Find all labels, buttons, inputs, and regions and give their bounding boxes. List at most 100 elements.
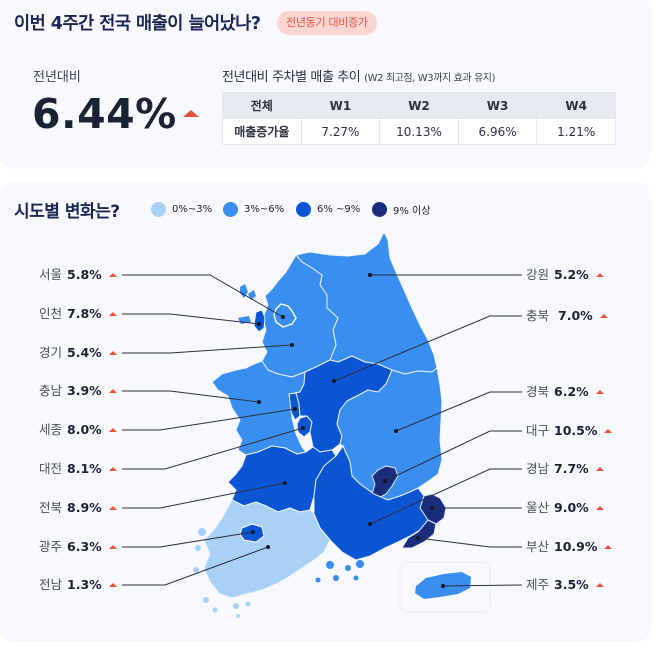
region-value: 3.9%: [67, 383, 102, 398]
region-label-gyeongnam: 경남 7.7%: [526, 460, 604, 478]
kpi-label: 전년대비: [33, 70, 81, 85]
region-label-jeonnam: 전남 1.3%: [39, 576, 117, 594]
region-label-busan: 부산 10.9%: [526, 538, 613, 556]
up-arrow-icon: [595, 467, 604, 471]
table-row: 매출증가율 7.27% 10.13% 6.96% 1.21%: [222, 118, 616, 145]
weekly-trend-table: 전체 W1 W2 W3 W4 매출증가율 7.27% 10.13% 6.96% …: [222, 92, 616, 145]
table-cell: 10.13%: [379, 118, 459, 145]
region-name: 대전: [39, 461, 63, 476]
trend-note: (W2 최고점, W3까지 효과 유지): [364, 73, 496, 84]
region-name: 강원: [526, 267, 550, 282]
up-arrow-icon: [595, 506, 604, 510]
region-value: 8.1%: [67, 461, 102, 476]
region-name: 세종: [39, 422, 63, 437]
region-value: 6.3%: [67, 539, 102, 554]
up-arrow-icon: [108, 545, 117, 549]
region-label-chungnam: 충남 3.9%: [39, 382, 117, 400]
legend-item-9plus: 9% 이상: [372, 200, 430, 218]
region-label-sejong: 세종 8.0%: [39, 421, 117, 439]
trend-title-text: 전년대비 주차별 매출 추이: [222, 70, 361, 85]
region-label-gangwon: 강원 5.2%: [526, 266, 604, 284]
region-value: 3.5%: [554, 577, 589, 592]
region-value: 5.8%: [67, 267, 102, 282]
up-arrow-icon: [108, 312, 117, 316]
region-name: 인천: [39, 306, 63, 321]
up-arrow-icon: [108, 273, 117, 277]
region-label-ulsan: 울산 9.0%: [526, 499, 604, 517]
region-label-seoul: 서울 5.8%: [39, 266, 117, 284]
comparison-badge: 전년동기 대비증가: [277, 11, 377, 35]
row-label: 매출증가율: [222, 118, 302, 145]
trend-title: 전년대비 주차별 매출 추이 (W2 최고점, W3까지 효과 유지): [222, 66, 495, 85]
column-header: 전체: [222, 92, 302, 119]
up-arrow-icon: [604, 545, 613, 549]
region-jeonnam: [203, 499, 331, 599]
region-label-gwangju: 광주 6.3%: [39, 538, 117, 556]
map-title: 시도별 변화는?: [14, 202, 120, 222]
region-label-jeonbuk: 전북 8.9%: [39, 499, 117, 517]
region-value: 6.2%: [554, 384, 589, 399]
region-value: 8.9%: [67, 500, 102, 515]
region-label-gyeongbuk: 경북 6.2%: [526, 383, 604, 401]
legend-swatch-icon: [223, 201, 238, 217]
region-value: 5.4%: [67, 345, 102, 360]
region-value: 9.0%: [554, 500, 589, 515]
region-name: 충남: [39, 383, 63, 398]
region-label-daejeon: 대전 8.1%: [39, 460, 117, 478]
region-value: 7.0%: [558, 308, 593, 323]
up-arrow-icon: [108, 389, 117, 393]
region-value: 10.5%: [554, 423, 598, 438]
legend-item-0-3: 0%~3%: [151, 200, 212, 218]
legend-swatch-icon: [151, 201, 166, 217]
region-jeonbuk: [227, 445, 337, 513]
region-value: 5.2%: [554, 267, 589, 282]
up-arrow-icon: [108, 428, 117, 432]
legend-label: 9% 이상: [393, 205, 431, 217]
region-name: 경기: [39, 345, 63, 360]
region-label-incheon: 인천 7.8%: [39, 305, 117, 323]
region-name: 부산: [526, 539, 550, 554]
region-name: 경북: [526, 384, 550, 399]
region-label-gyeonggi: 경기 5.4%: [39, 344, 117, 362]
up-arrow-icon: [183, 110, 199, 117]
table-header-row: 전체 W1 W2 W3 W4: [222, 92, 616, 119]
column-header: W1: [300, 92, 381, 119]
region-value: 7.8%: [67, 306, 102, 321]
legend-swatch-icon: [372, 201, 387, 217]
up-arrow-icon: [108, 583, 117, 587]
region-name: 전남: [39, 577, 63, 592]
region-value: 1.3%: [67, 577, 102, 592]
region-name: 충북: [526, 308, 550, 323]
region-name: 울산: [526, 500, 550, 515]
table-cell: 6.96%: [457, 118, 538, 145]
page-title: 이번 4주간 전국 매출이 늘어났나?: [14, 14, 261, 34]
region-name: 경남: [526, 461, 550, 476]
legend-label: 3%~6%: [244, 203, 285, 215]
region-seoul: [273, 303, 297, 328]
up-arrow-icon: [604, 429, 613, 433]
region-label-chungbuk: 충북 7.0%: [526, 307, 608, 325]
region-incheon: [253, 309, 266, 333]
region-value: 7.7%: [554, 461, 589, 476]
up-arrow-icon: [108, 467, 117, 471]
region-name: 광주: [39, 539, 63, 554]
region-name: 제주: [526, 577, 550, 592]
up-arrow-icon: [108, 351, 117, 355]
column-header: W2: [379, 92, 459, 119]
up-arrow-icon: [595, 390, 604, 394]
kpi-value: 6.44%: [32, 90, 177, 138]
region-value: 8.0%: [67, 422, 102, 437]
legend-item-3-6: 3%~6%: [223, 200, 284, 218]
up-arrow-icon: [108, 506, 117, 510]
legend-label: 6% ~9%: [317, 203, 361, 215]
table-cell: 7.27%: [300, 118, 381, 145]
region-name: 대구: [526, 423, 550, 438]
legend-swatch-icon: [296, 201, 311, 217]
legend-label: 0%~3%: [172, 203, 213, 215]
region-value: 10.9%: [554, 539, 598, 554]
region-name: 전북: [39, 500, 63, 515]
region-name: 서울: [39, 267, 63, 282]
region-label-jeju: 제주 3.5%: [526, 576, 604, 594]
up-arrow-icon: [595, 273, 604, 277]
